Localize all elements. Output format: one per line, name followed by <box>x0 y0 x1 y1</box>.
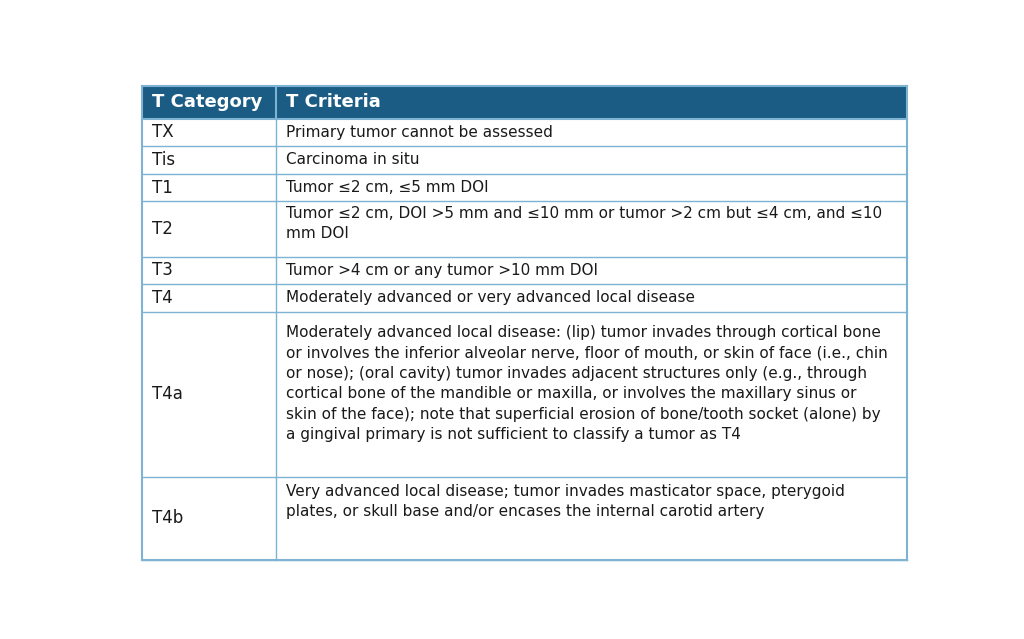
Bar <box>142 284 907 312</box>
Text: T4a: T4a <box>152 385 182 403</box>
Text: Tumor ≤2 cm, ≤5 mm DOI: Tumor ≤2 cm, ≤5 mm DOI <box>286 180 488 195</box>
Bar <box>142 256 907 284</box>
Bar <box>142 86 907 119</box>
Text: T1: T1 <box>152 178 173 197</box>
Text: Carcinoma in situ: Carcinoma in situ <box>286 153 419 167</box>
Text: T4b: T4b <box>152 509 183 527</box>
Bar <box>142 119 907 146</box>
Text: T Category: T Category <box>152 93 262 111</box>
Text: Primary tumor cannot be assessed: Primary tumor cannot be assessed <box>286 125 553 140</box>
Bar <box>142 201 907 256</box>
Text: Moderately advanced or very advanced local disease: Moderately advanced or very advanced loc… <box>286 290 694 305</box>
Text: TX: TX <box>152 123 173 141</box>
Bar <box>142 312 907 477</box>
Bar <box>142 146 907 174</box>
Text: Moderately advanced local disease: (lip) tumor invades through cortical bone
or : Moderately advanced local disease: (lip)… <box>286 325 888 442</box>
Bar <box>142 477 907 560</box>
Text: T2: T2 <box>152 220 173 238</box>
Text: T3: T3 <box>152 261 173 279</box>
Bar <box>142 174 907 201</box>
Text: T4: T4 <box>152 289 173 307</box>
Text: Tumor ≤2 cm, DOI >5 mm and ≤10 mm or tumor >2 cm but ≤4 cm, and ≤10
mm DOI: Tumor ≤2 cm, DOI >5 mm and ≤10 mm or tum… <box>286 206 882 241</box>
Text: Tis: Tis <box>152 151 175 169</box>
Text: Very advanced local disease; tumor invades masticator space, pterygoid
plates, o: Very advanced local disease; tumor invad… <box>286 484 845 519</box>
Text: T Criteria: T Criteria <box>286 93 381 111</box>
Text: Tumor >4 cm or any tumor >10 mm DOI: Tumor >4 cm or any tumor >10 mm DOI <box>286 263 598 278</box>
